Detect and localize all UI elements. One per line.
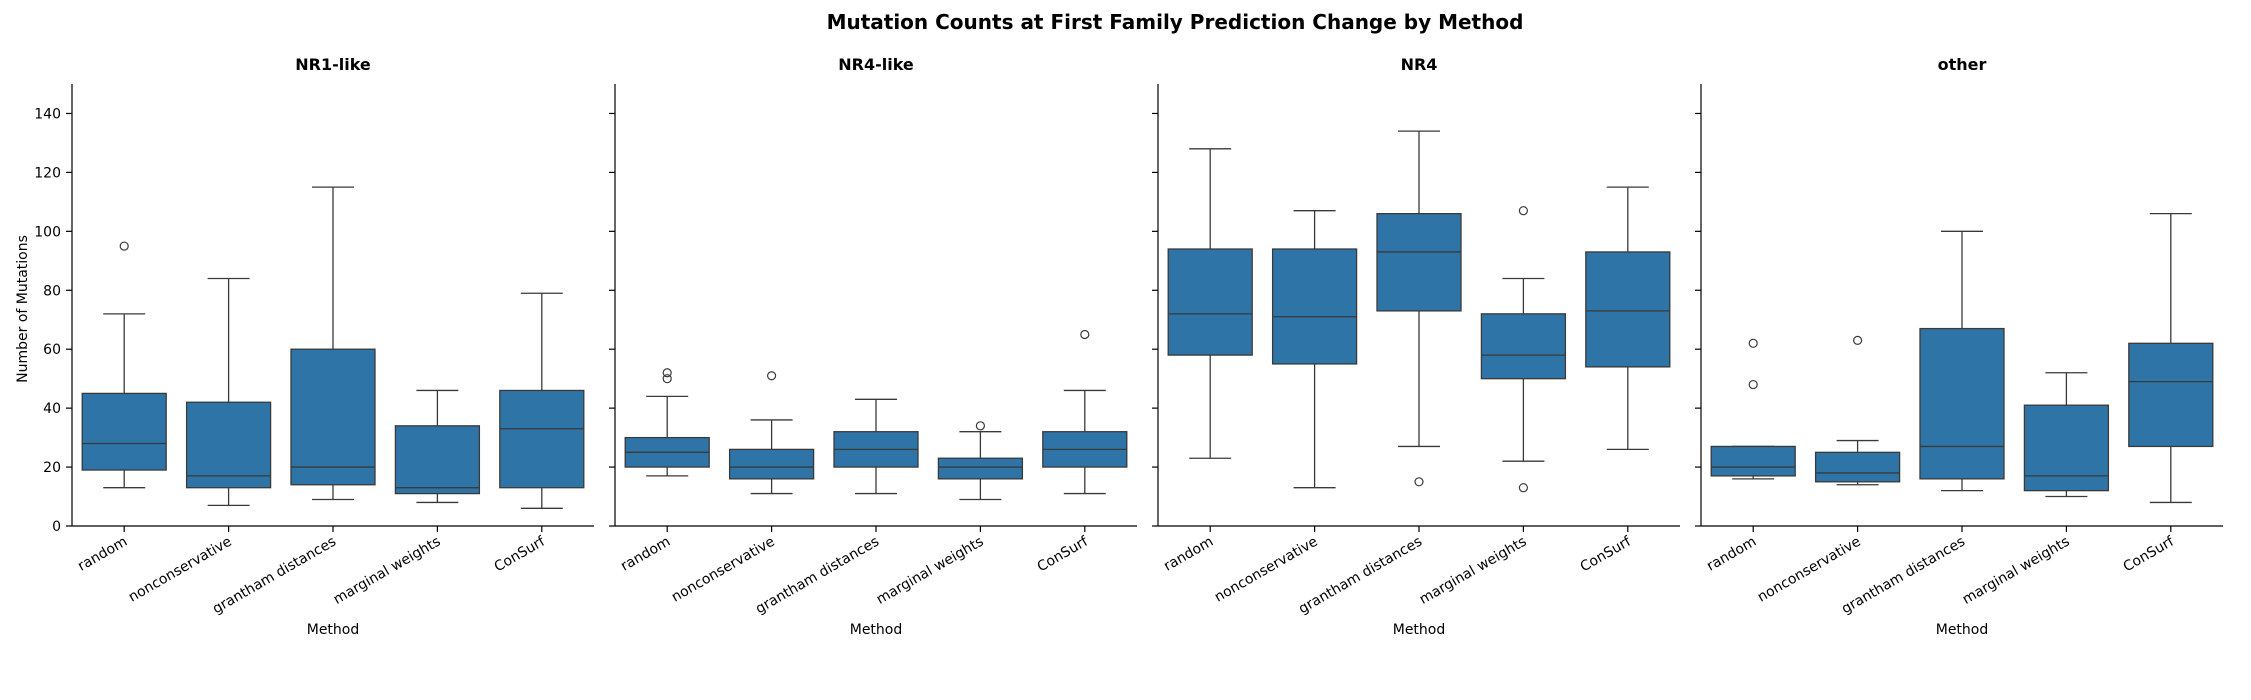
y-tick-label: 140 bbox=[34, 106, 61, 122]
y-tick-label: 0 bbox=[52, 519, 61, 535]
x-axis-label: Method bbox=[1936, 622, 1989, 638]
outlier-point bbox=[662, 374, 672, 384]
y-tick-label: 120 bbox=[34, 165, 61, 181]
x-tick-label: random bbox=[1704, 534, 1759, 575]
panel-title: NR4-like bbox=[838, 55, 914, 74]
x-tick-label: marginal weights bbox=[331, 534, 444, 608]
x-tick-label: ConSurf bbox=[492, 533, 549, 575]
x-tick-label: ConSurf bbox=[1578, 533, 1635, 575]
box-nonconservative bbox=[1814, 451, 1901, 483]
x-axis-label: Method bbox=[1393, 622, 1446, 638]
outlier-point bbox=[1748, 338, 1758, 348]
box-marginal-weights bbox=[937, 457, 1024, 480]
outlier-point bbox=[119, 241, 129, 251]
box-random bbox=[1710, 445, 1796, 477]
x-tick-label: marginal weights bbox=[1417, 534, 1530, 608]
box-marginal-weights bbox=[1480, 313, 1567, 380]
panel-title: other bbox=[1938, 55, 1987, 74]
box-grantham-distances bbox=[1376, 213, 1462, 312]
x-tick-label: random bbox=[75, 534, 130, 575]
outlier-point bbox=[766, 371, 777, 381]
x-tick-label: random bbox=[618, 534, 673, 575]
y-tick-label: 60 bbox=[43, 342, 61, 358]
x-tick-label: ConSurf bbox=[2121, 533, 2178, 575]
y-tick-label: 80 bbox=[43, 283, 61, 299]
y-tick-label: 40 bbox=[43, 401, 61, 417]
box-grantham-distances bbox=[290, 348, 376, 486]
x-tick-label: random bbox=[1161, 534, 1216, 575]
box-marginal-weights bbox=[394, 425, 481, 495]
panel-title: NR4 bbox=[1401, 55, 1438, 74]
x-tick-label: nonconservative bbox=[1212, 534, 1321, 606]
outlier-point bbox=[662, 368, 672, 378]
y-tick-label: 20 bbox=[43, 460, 61, 476]
box-random bbox=[1167, 248, 1253, 356]
y-axis-label: Number of Mutations bbox=[15, 235, 31, 383]
x-tick-label: marginal weights bbox=[874, 534, 987, 608]
x-axis-label: Method bbox=[850, 622, 903, 638]
outlier-point bbox=[975, 421, 986, 431]
x-tick-label: nonconservative bbox=[669, 534, 778, 606]
box-marginal-weights bbox=[2023, 404, 2110, 492]
outlier-point bbox=[1414, 477, 1424, 487]
panel-title: NR1-like bbox=[295, 55, 371, 74]
box-grantham-distances bbox=[1919, 327, 2005, 480]
outlier-point bbox=[1748, 379, 1758, 390]
chart-title: Mutation Counts at First Family Predicti… bbox=[827, 10, 1524, 34]
box-consurf bbox=[499, 389, 585, 489]
box-nonconservative bbox=[185, 401, 272, 489]
x-tick-label: ConSurf bbox=[1035, 533, 1092, 575]
outlier-point bbox=[1080, 329, 1090, 340]
outlier-point bbox=[1518, 483, 1529, 493]
outlier-point bbox=[1518, 206, 1529, 216]
outlier-point bbox=[1852, 335, 1863, 345]
x-tick-label: nonconservative bbox=[126, 534, 235, 606]
box-random bbox=[81, 392, 167, 471]
y-tick-label: 100 bbox=[34, 224, 61, 240]
box-nonconservative bbox=[728, 448, 815, 480]
box-consurf bbox=[2128, 342, 2214, 448]
x-tick-label: marginal weights bbox=[1960, 534, 2073, 608]
x-tick-label: nonconservative bbox=[1755, 534, 1864, 606]
x-axis-label: Method bbox=[307, 622, 360, 638]
box-nonconservative bbox=[1271, 248, 1358, 365]
box-consurf bbox=[1585, 251, 1671, 368]
